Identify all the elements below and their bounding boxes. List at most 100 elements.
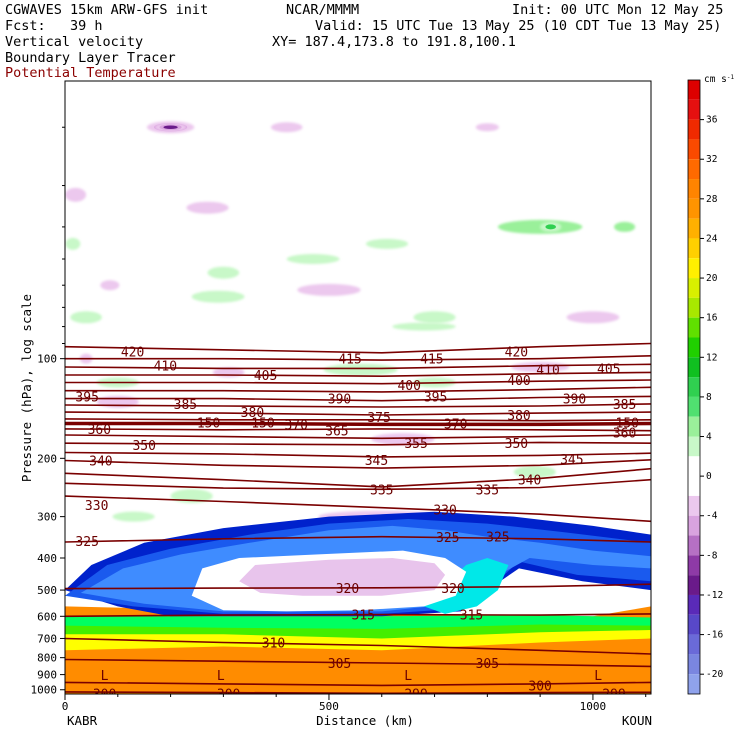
low-marker: L <box>101 669 109 684</box>
y-tick-label: 700 <box>37 632 57 645</box>
y-tick-label: 300 <box>37 511 57 524</box>
colorbar: 36 32 28 24 20 16 12 8 4 0 -4 -8 -12 -16 -20 cm s-1 <box>687 74 735 695</box>
colorbar-label: 0 <box>706 471 712 482</box>
tracer-hole-pink <box>239 558 446 596</box>
potential-temperature-contours <box>65 342 651 694</box>
theta-contour <box>65 428 651 432</box>
colorbar-bin <box>688 238 700 259</box>
theta-contour <box>65 495 651 523</box>
plot-frame <box>64 80 652 695</box>
colorbar-unit: cm s-1 <box>704 74 735 85</box>
y-tick-label: 900 <box>37 669 57 682</box>
valid-time: Valid: 15 UTC Tue 13 May 25 (10 CDT Tue … <box>315 18 722 34</box>
theta-label: 325 <box>486 530 509 545</box>
colorbar-bin <box>688 654 700 675</box>
colorbar-bin <box>688 337 700 358</box>
theta-label: 335 <box>476 483 499 498</box>
colorbar-label: -12 <box>706 590 723 601</box>
colorbar-bin <box>688 377 700 397</box>
init-time: Init: 00 UTC Mon 12 May 25 <box>512 2 724 18</box>
colorbar-label: 20 <box>706 273 718 284</box>
theta-contour <box>65 637 651 655</box>
tracer-cyan-pocket <box>424 558 509 614</box>
theta-label: 299 <box>404 687 427 702</box>
theta-label: 300 <box>528 679 551 694</box>
tracer-band-lightgreen <box>65 615 651 629</box>
theta-contour <box>65 658 651 668</box>
colorbar-bin <box>688 575 700 595</box>
tropopause-label: 150 <box>616 417 639 432</box>
theta-label: 325 <box>75 535 98 550</box>
y-tick-label: 800 <box>37 652 57 665</box>
theta-label: 300 <box>93 687 116 702</box>
boundary-layer-tracer-field <box>65 511 651 694</box>
updraft-blob <box>413 311 456 324</box>
colorbar-bin <box>688 159 700 180</box>
theta-label: 299 <box>602 687 625 702</box>
colorbar-bin <box>688 278 700 298</box>
theta-contour <box>65 421 651 427</box>
theta-label: 395 <box>424 390 447 405</box>
theta-label: 420 <box>505 345 528 360</box>
theta-contour <box>65 441 651 446</box>
right-station-label: KOUN <box>622 713 652 728</box>
theta-label: 385 <box>613 398 636 413</box>
colorbar-label: 4 <box>706 432 712 443</box>
colorbar-bin <box>688 535 700 556</box>
updraft-blob <box>545 224 556 230</box>
colorbar-label: 32 <box>706 154 717 165</box>
field-boundary-layer-tracer: Boundary Layer Tracer <box>5 50 176 66</box>
colorbar-bin <box>688 317 700 338</box>
x-axis-title: Distance (km) <box>316 713 414 728</box>
updraft-blob <box>65 187 87 202</box>
colorbar-label: -4 <box>706 511 718 522</box>
theta-contour <box>65 379 651 385</box>
updraft-blob <box>112 511 155 522</box>
theta-contour <box>65 434 651 440</box>
theta-contour <box>65 613 651 618</box>
y-axis-title: Pressure (hPa), log scale <box>19 294 34 482</box>
theta-label: 410 <box>154 360 177 375</box>
colorbar-bin <box>688 80 700 100</box>
theta-label: 350 <box>505 437 528 452</box>
colorbar-bin <box>688 555 700 576</box>
colorbar-bin <box>688 674 700 694</box>
updraft-blob <box>392 322 456 331</box>
y-tick-label: 600 <box>37 610 57 623</box>
theta-label: 380 <box>507 409 530 424</box>
theta-contour <box>65 371 651 378</box>
theta-label: 360 <box>88 423 111 438</box>
theta-label: 305 <box>328 657 351 672</box>
updraft-blob <box>207 266 240 279</box>
colorbar-label: 36 <box>706 115 718 126</box>
theta-label: 320 <box>441 582 464 597</box>
colorbar-bin <box>688 198 700 219</box>
theta-label: 400 <box>397 379 420 394</box>
theta-label: 415 <box>338 353 361 368</box>
theta-contour <box>65 459 651 469</box>
updraft-blob <box>100 280 120 291</box>
colorbar-bin <box>688 119 700 140</box>
theta-label: 355 <box>404 437 427 452</box>
colorbar-bin <box>688 515 700 536</box>
theta-contour <box>65 418 651 422</box>
organization: NCAR/MMMM <box>286 2 360 18</box>
theta-label: 325 <box>436 531 459 546</box>
colorbar-unit-exponent: -1 <box>727 74 735 81</box>
updraft-blob <box>566 311 620 324</box>
colorbar-bin <box>688 218 700 239</box>
updraft-blob <box>365 238 409 249</box>
colorbar-bin <box>688 396 700 417</box>
updraft-blob <box>511 362 570 373</box>
theta-label: 315 <box>352 608 375 623</box>
theta-label: 340 <box>518 474 541 489</box>
theta-label: 385 <box>174 398 197 413</box>
updraft-blob <box>70 311 102 324</box>
theta-contour <box>65 691 651 694</box>
updraft-blob <box>65 237 81 250</box>
x-tick-label: 1000 <box>580 700 607 713</box>
theta-contour <box>65 395 651 402</box>
colorbar-bin <box>688 179 700 199</box>
